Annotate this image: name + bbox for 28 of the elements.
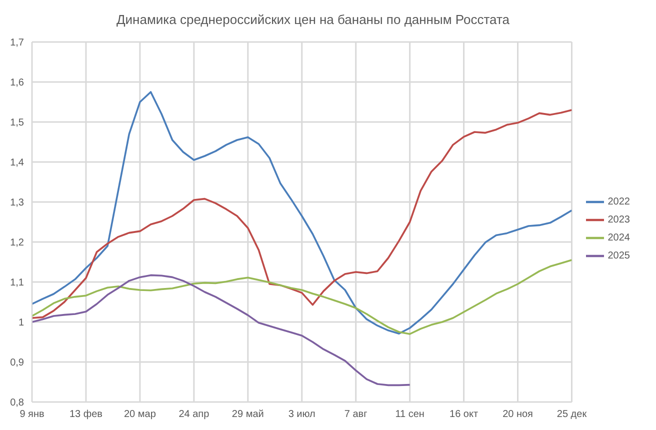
x-tick-label: 11 сен bbox=[395, 409, 424, 420]
y-tick-label: 1 bbox=[18, 318, 24, 329]
y-tick-label: 1,7 bbox=[10, 38, 24, 49]
x-tick-label: 3 июл bbox=[288, 409, 316, 420]
line-series bbox=[32, 259, 572, 335]
x-tick-label: 13 фев bbox=[69, 409, 102, 420]
x-tick-label: 16 окт bbox=[450, 409, 478, 420]
legend-label: 2024 bbox=[608, 232, 630, 244]
y-tick-label: 1,1 bbox=[10, 278, 24, 289]
chart-title: Динамика среднероссийских цен на бананы по данным Росстата bbox=[115, 11, 511, 29]
y-tick-label: 1,6 bbox=[10, 78, 24, 89]
y-tick-label: 1,3 bbox=[10, 198, 24, 209]
x-tick-label: 20 мар bbox=[124, 409, 156, 420]
y-tick-label: 0,8 bbox=[10, 398, 24, 409]
y-tick-label: 1,2 bbox=[10, 238, 24, 249]
y-tick-label: 1,4 bbox=[10, 158, 24, 169]
x-tick-label: 29 май bbox=[232, 409, 264, 420]
x-tick-label: 24 апр bbox=[178, 409, 210, 420]
legend-label: 2023 bbox=[608, 214, 630, 226]
line-series bbox=[32, 274, 411, 386]
legend-label: 2025 bbox=[608, 250, 630, 262]
x-tick-label: 25 дек bbox=[556, 409, 588, 420]
x-tick-label: 9 янв bbox=[20, 409, 44, 420]
y-tick-label: 0,9 bbox=[10, 358, 24, 369]
x-tick-label: 7 авг bbox=[344, 409, 368, 420]
legend-label: 2022 bbox=[608, 196, 630, 208]
y-tick-label: 1,5 bbox=[10, 118, 24, 129]
x-tick-label: 20 ноя bbox=[502, 409, 533, 420]
